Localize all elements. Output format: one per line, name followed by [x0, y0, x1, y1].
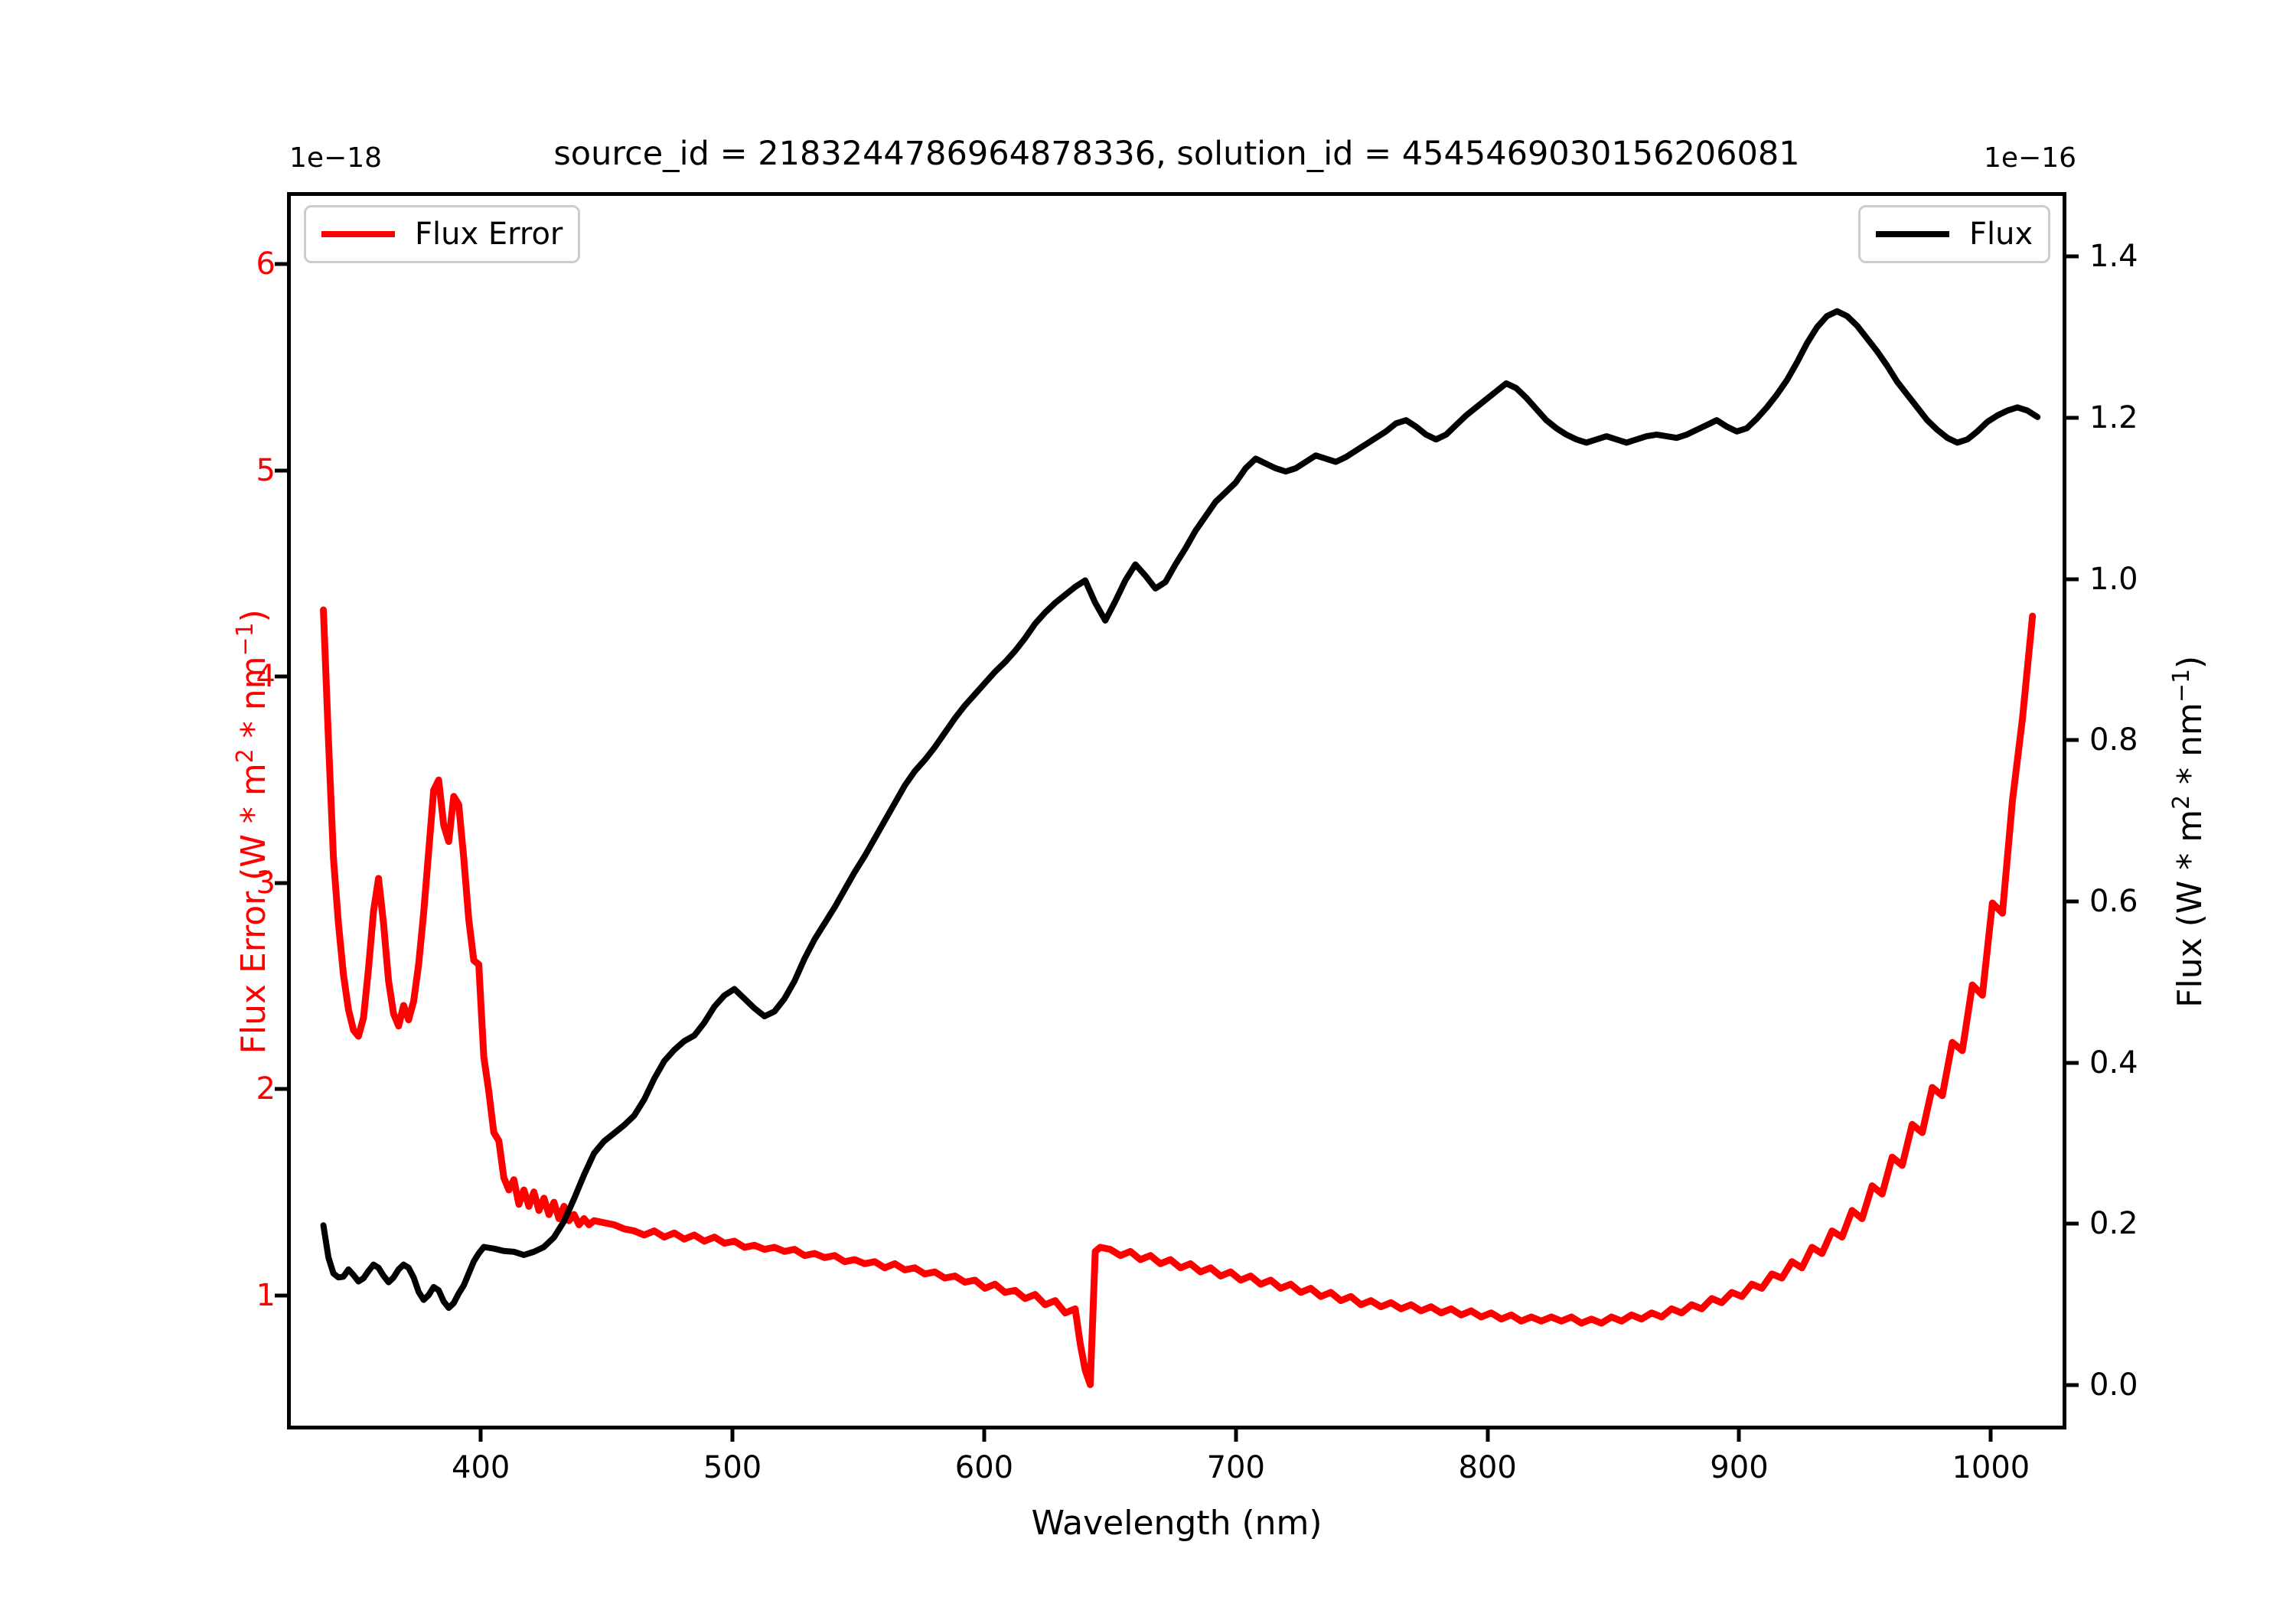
right-y-tick-mark — [2066, 1061, 2079, 1065]
right-y-axis-label-mid: * nm — [2170, 702, 2210, 795]
right-y-axis-label: Flux (W * m2 * nm−1) — [2168, 220, 2210, 1444]
x-tick-mark — [1737, 1429, 1741, 1442]
x-tick-label: 1000 — [1952, 1450, 2030, 1485]
right-y-axis-label-text: Flux (W * m — [2170, 809, 2210, 1008]
right-y-tick-label: 1.2 — [2089, 399, 2138, 435]
right-y-tick-mark — [2066, 899, 2079, 904]
left-y-tick-label: 4 — [256, 659, 276, 695]
left-y-axis-label-sup2: −1 — [232, 622, 259, 657]
left-y-tick-mark — [275, 1087, 287, 1091]
right-y-tick-label: 1.0 — [2089, 561, 2138, 597]
legend-swatch-flux — [1876, 231, 1949, 237]
legend-swatch-flux-error — [321, 231, 395, 237]
left-y-tick-label: 3 — [256, 865, 276, 901]
left-y-axis-label: Flux Error (W * m2 * nm−1) — [232, 220, 273, 1444]
left-y-tick-label: 5 — [256, 452, 276, 488]
right-y-tick-label: 0.0 — [2089, 1367, 2138, 1403]
x-tick-mark — [1234, 1429, 1238, 1442]
chart-title: source_id = 2183244786964878336, solutio… — [553, 135, 1800, 173]
right-y-tick-mark — [2066, 1383, 2079, 1387]
left-axis-offset-label: 1e−18 — [289, 142, 383, 174]
left-y-axis-label-text: Flux Error (W * m — [233, 763, 273, 1054]
left-y-tick-mark — [275, 1293, 287, 1298]
x-tick-label: 500 — [703, 1450, 762, 1485]
x-tick-mark — [1988, 1429, 1993, 1442]
left-y-tick-mark — [275, 881, 287, 885]
right-y-tick-label: 0.4 — [2089, 1045, 2138, 1081]
plot-svg — [320, 308, 2041, 1388]
right-y-tick-label: 0.8 — [2089, 722, 2138, 758]
right-y-axis-label-end: ) — [2170, 655, 2210, 670]
left-y-tick-mark — [275, 262, 287, 266]
right-y-tick-mark — [2066, 416, 2079, 420]
legend-label-flux-error: Flux Error — [415, 217, 563, 252]
series-line-flux-error — [320, 606, 2037, 1388]
left-y-axis-label-end: ) — [233, 609, 273, 623]
right-y-tick-label: 0.2 — [2089, 1206, 2138, 1242]
x-tick-mark — [478, 1429, 483, 1442]
left-y-tick-mark — [275, 674, 287, 679]
right-y-tick-mark — [2066, 577, 2079, 582]
right-y-tick-mark — [2066, 254, 2079, 259]
left-y-axis-label-mid: * nm — [233, 656, 273, 749]
left-y-tick-label: 1 — [256, 1277, 276, 1313]
left-y-axis-label-sup1: 2 — [232, 748, 259, 764]
legend-label-flux: Flux — [1969, 217, 2033, 252]
right-y-axis-label-sup2: −1 — [2168, 669, 2196, 703]
right-y-axis-label-sup1: 2 — [2168, 794, 2196, 810]
right-y-tick-mark — [2066, 738, 2079, 742]
legend-flux[interactable]: Flux — [1858, 205, 2051, 263]
x-tick-mark — [982, 1429, 987, 1442]
x-tick-label: 900 — [1710, 1450, 1769, 1485]
x-tick-label: 700 — [1206, 1450, 1265, 1485]
x-tick-label: 600 — [954, 1450, 1014, 1485]
x-tick-mark — [730, 1429, 735, 1442]
right-y-tick-label: 1.4 — [2089, 239, 2138, 275]
right-axis-offset-label: 1e−16 — [1984, 142, 2077, 174]
x-tick-label: 400 — [452, 1450, 510, 1485]
series-line-flux — [320, 308, 2041, 1312]
plot-area — [287, 192, 2066, 1429]
right-y-tick-label: 0.6 — [2089, 884, 2138, 919]
x-axis-label: Wavelength (nm) — [1031, 1504, 1322, 1543]
x-tick-mark — [1486, 1429, 1490, 1442]
right-y-tick-mark — [2066, 1221, 2079, 1226]
x-tick-label: 800 — [1458, 1450, 1517, 1485]
left-y-tick-mark — [275, 468, 287, 473]
legend-flux-error[interactable]: Flux Error — [304, 205, 581, 263]
left-y-tick-label: 6 — [256, 246, 276, 282]
left-y-tick-label: 2 — [256, 1071, 276, 1107]
